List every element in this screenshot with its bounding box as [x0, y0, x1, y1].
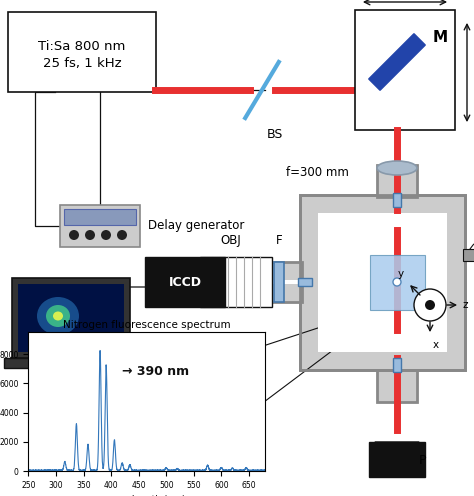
- Text: BS: BS: [267, 128, 283, 141]
- Circle shape: [101, 230, 111, 240]
- Bar: [377, 370, 417, 402]
- Circle shape: [425, 300, 435, 310]
- Text: x: x: [433, 340, 439, 350]
- Text: y: y: [398, 269, 404, 279]
- Ellipse shape: [53, 311, 63, 320]
- Bar: [395, 370, 399, 402]
- Bar: [4, 358, 138, 368]
- Bar: [395, 165, 399, 197]
- Circle shape: [69, 230, 79, 240]
- Bar: [355, 10, 455, 130]
- Bar: [8, 12, 156, 92]
- Circle shape: [414, 289, 446, 321]
- Bar: [393, 193, 401, 207]
- Bar: [64, 209, 136, 225]
- Text: → 390 nm: → 390 nm: [122, 365, 189, 378]
- Text: Delay generator: Delay generator: [148, 220, 245, 233]
- Bar: [369, 442, 425, 477]
- Text: z: z: [463, 300, 468, 310]
- Bar: [393, 358, 401, 372]
- Bar: [270, 280, 302, 284]
- Text: M: M: [432, 30, 447, 46]
- Bar: [298, 278, 312, 286]
- Circle shape: [117, 230, 127, 240]
- Title: Nitrogen fluorescence spectrum: Nitrogen fluorescence spectrum: [63, 320, 231, 330]
- Circle shape: [85, 230, 95, 240]
- Bar: [300, 195, 465, 370]
- Bar: [377, 165, 417, 197]
- Bar: [145, 257, 225, 307]
- Text: ICCD: ICCD: [168, 275, 201, 289]
- Bar: [12, 278, 130, 358]
- Text: OBJ: OBJ: [220, 234, 241, 247]
- Circle shape: [393, 278, 401, 286]
- Bar: [370, 255, 425, 310]
- Bar: [318, 213, 447, 352]
- Text: f=300 mm: f=300 mm: [286, 167, 349, 180]
- Text: Ti:Sa 800 nm
25 fs, 1 kHz: Ti:Sa 800 nm 25 fs, 1 kHz: [38, 40, 126, 70]
- Bar: [200, 257, 272, 307]
- Text: F: F: [276, 234, 283, 247]
- Text: P: P: [419, 453, 427, 467]
- Ellipse shape: [377, 161, 417, 175]
- Bar: [18, 284, 124, 352]
- Bar: [60, 205, 140, 247]
- Bar: [270, 262, 302, 302]
- Ellipse shape: [37, 297, 79, 335]
- Bar: [32, 368, 110, 374]
- Polygon shape: [375, 442, 419, 477]
- Bar: [274, 262, 284, 302]
- Bar: [300, 195, 465, 370]
- Bar: [463, 249, 474, 261]
- Ellipse shape: [46, 305, 70, 327]
- Polygon shape: [369, 34, 425, 90]
